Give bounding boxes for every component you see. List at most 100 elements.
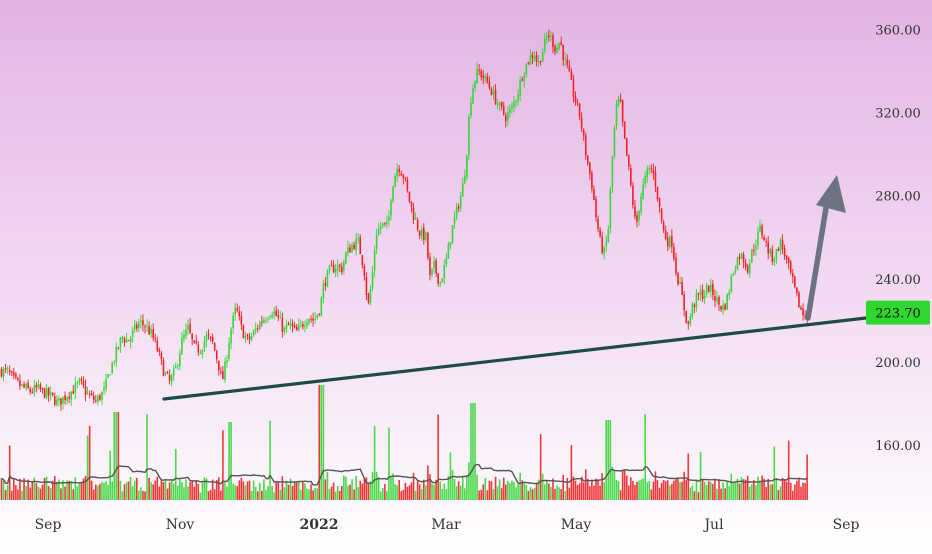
price-axis[interactable]: 360.00 320.00 280.00 240.00 200.00 160.00 223.… — [866, 24, 930, 455]
candle-body-36 — [74, 383, 77, 393]
candle-body-381 — [781, 240, 784, 249]
volume-bar-387 — [794, 484, 796, 500]
candle-body-130 — [267, 318, 269, 320]
volume-bar-143 — [293, 482, 296, 500]
candle-body-247 — [507, 112, 509, 121]
volume-bar-267 — [548, 483, 550, 500]
volume-bar-199 — [408, 485, 411, 500]
candle-body-123 — [252, 330, 255, 336]
volume-bar-332 — [681, 481, 683, 500]
y-tick-label-4: 200.00 — [875, 356, 921, 371]
volume-bar-152 — [312, 490, 314, 500]
volume-bar-293 — [601, 473, 603, 500]
volume-bar-385 — [789, 482, 792, 500]
volume-bar-146 — [300, 489, 302, 500]
volume-bar-295 — [605, 420, 608, 500]
volume-bar-243 — [498, 479, 501, 500]
candle-body-189 — [388, 216, 390, 221]
candle-body-307 — [630, 168, 632, 186]
time-axis[interactable]: Sep Nov 2022 Mar May Jul Sep — [35, 517, 860, 533]
volume-bar-148 — [304, 483, 306, 500]
volume-bar-246 — [505, 484, 507, 500]
volume-bar-114 — [234, 485, 236, 500]
volume-bar-283 — [580, 476, 583, 500]
candle-body-194 — [398, 168, 400, 173]
annotation-layer — [162, 175, 868, 401]
breakout-arrow-shaft[interactable] — [805, 199, 830, 321]
candle-body-137 — [281, 318, 284, 332]
volume-bar-188 — [386, 491, 388, 500]
volume-bar-177 — [363, 478, 366, 500]
volume-bar-198 — [406, 486, 409, 500]
candle-body-356 — [730, 275, 733, 292]
volume-bar-83 — [170, 479, 173, 500]
volume-bar-216 — [443, 483, 446, 500]
candle-body-164 — [336, 265, 339, 271]
candle-body-200 — [410, 201, 413, 207]
candle-body-357 — [732, 273, 735, 276]
candle-body-37 — [76, 382, 79, 384]
candle-body-86 — [177, 365, 179, 367]
candle-body-278 — [570, 71, 573, 80]
candle-body-251 — [515, 100, 517, 103]
candle-body-26 — [54, 396, 56, 405]
breakout-arrow-head[interactable] — [816, 175, 846, 213]
candle-body-82 — [168, 374, 171, 381]
candle-body-327 — [671, 235, 673, 247]
candle-body-260 — [533, 56, 536, 60]
candle-body-244 — [500, 102, 503, 107]
candle-body-93 — [191, 333, 193, 340]
volume-bar-64 — [131, 486, 134, 500]
volume-bar-368 — [755, 485, 757, 500]
volume-bar-316 — [648, 480, 651, 500]
volume-bar-112 — [230, 422, 232, 500]
volume-bar-336 — [689, 487, 692, 500]
volume-bar-71 — [146, 413, 148, 500]
volume-bar-120 — [246, 481, 249, 500]
volume-bar-340 — [697, 492, 700, 500]
volume-bar-113 — [232, 483, 234, 500]
volume-bar-305 — [625, 475, 628, 500]
volume-bar-121 — [248, 480, 251, 500]
candle-body-106 — [218, 360, 220, 371]
candle-body-63 — [129, 337, 132, 343]
volume-bar-285 — [584, 469, 587, 500]
volume-bar-375 — [769, 484, 772, 500]
volume-bar-18 — [37, 486, 40, 500]
volume-bar-81 — [166, 488, 169, 500]
volume-bar-165 — [338, 491, 341, 500]
volume-bar-98 — [201, 482, 204, 500]
support-trendline[interactable] — [162, 316, 868, 401]
candle-body-42 — [86, 393, 89, 395]
candle-body-316 — [648, 167, 651, 170]
volume-bar-265 — [543, 484, 546, 500]
candle-body-117 — [240, 316, 243, 325]
volume-bar-43 — [88, 425, 91, 500]
candle-body-252 — [517, 94, 519, 102]
volume-bar-29 — [60, 488, 62, 500]
volume-bar-4 — [8, 445, 11, 500]
volume-bar-314 — [644, 414, 646, 500]
candle-body-197 — [404, 177, 407, 179]
volume-bar-261 — [535, 482, 538, 500]
volume-bar-229 — [470, 403, 472, 500]
candle-body-375 — [769, 248, 772, 254]
volume-bar-324 — [664, 481, 667, 500]
volume-bar-256 — [525, 484, 528, 500]
candle-body-109 — [224, 361, 226, 381]
volume-bar-329 — [675, 479, 677, 500]
candle-body-310 — [636, 215, 638, 222]
candle-body-98 — [201, 349, 204, 355]
candle-body-33 — [68, 396, 70, 399]
volume-bar-44 — [90, 480, 93, 500]
candle-body-275 — [564, 58, 567, 60]
volume-bar-320 — [656, 480, 659, 500]
candle-body-292 — [599, 229, 601, 237]
candle-body-19 — [39, 384, 42, 390]
volume-bar-378 — [775, 478, 778, 500]
candle-body-274 — [562, 44, 564, 60]
volume-bar-249 — [511, 480, 513, 500]
candle-body-272 — [558, 42, 560, 50]
candle-body-80 — [164, 372, 167, 375]
volume-bar-303 — [621, 470, 624, 500]
